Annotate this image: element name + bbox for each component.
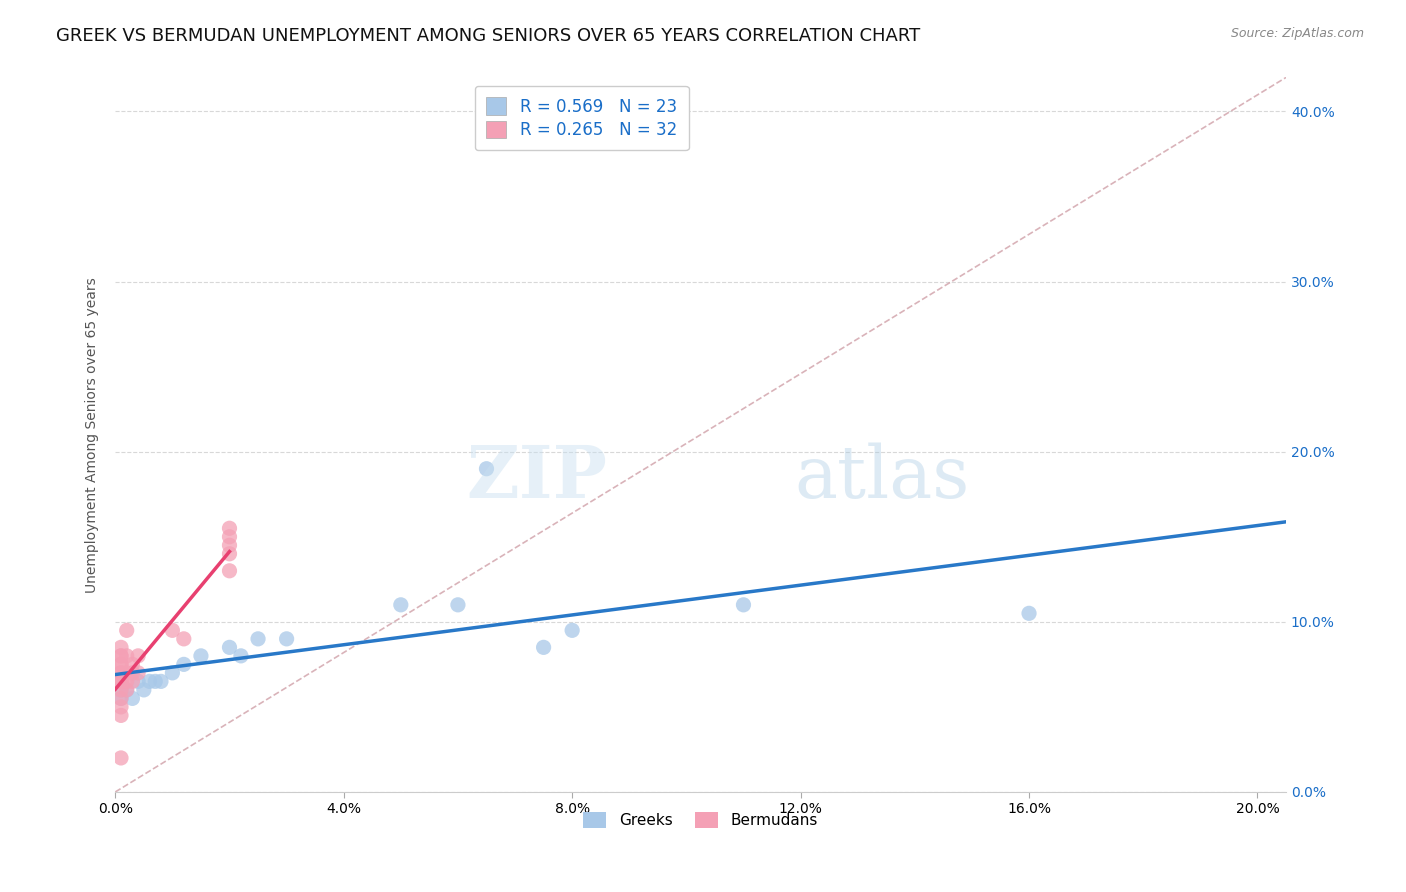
Point bbox=[110, 708, 132, 723]
Point bbox=[1018, 607, 1040, 621]
Point bbox=[110, 674, 132, 689]
Point bbox=[115, 682, 138, 697]
Text: ZIP: ZIP bbox=[467, 442, 607, 513]
Point bbox=[173, 657, 195, 672]
Point bbox=[110, 682, 132, 697]
Point bbox=[121, 674, 143, 689]
Point bbox=[132, 682, 155, 697]
Point bbox=[173, 632, 195, 646]
Point bbox=[127, 665, 149, 680]
Text: atlas: atlas bbox=[794, 442, 970, 513]
Point bbox=[533, 640, 555, 655]
Text: GREEK VS BERMUDAN UNEMPLOYMENT AMONG SENIORS OVER 65 YEARS CORRELATION CHART: GREEK VS BERMUDAN UNEMPLOYMENT AMONG SEN… bbox=[56, 27, 921, 45]
Point bbox=[110, 674, 132, 689]
Point bbox=[218, 521, 240, 535]
Point bbox=[733, 598, 755, 612]
Point bbox=[110, 691, 132, 706]
Point bbox=[110, 657, 132, 672]
Point bbox=[110, 682, 132, 697]
Point bbox=[110, 657, 132, 672]
Point bbox=[110, 674, 132, 689]
Point bbox=[121, 665, 143, 680]
Point bbox=[127, 674, 149, 689]
Legend: Greeks, Bermudans: Greeks, Bermudans bbox=[578, 806, 824, 834]
Point bbox=[110, 640, 132, 655]
Point bbox=[121, 657, 143, 672]
Point bbox=[218, 564, 240, 578]
Point bbox=[190, 648, 212, 663]
Point bbox=[110, 648, 132, 663]
Point bbox=[218, 640, 240, 655]
Point bbox=[115, 665, 138, 680]
Point bbox=[110, 648, 132, 663]
Point bbox=[110, 699, 132, 714]
Point bbox=[115, 674, 138, 689]
Y-axis label: Unemployment Among Seniors over 65 years: Unemployment Among Seniors over 65 years bbox=[86, 277, 100, 592]
Point bbox=[110, 665, 132, 680]
Point bbox=[115, 648, 138, 663]
Point bbox=[162, 624, 184, 638]
Point bbox=[218, 547, 240, 561]
Point bbox=[143, 674, 166, 689]
Point bbox=[162, 665, 184, 680]
Point bbox=[389, 598, 412, 612]
Point bbox=[110, 751, 132, 765]
Point bbox=[447, 598, 470, 612]
Point bbox=[110, 665, 132, 680]
Text: Source: ZipAtlas.com: Source: ZipAtlas.com bbox=[1230, 27, 1364, 40]
Point bbox=[138, 674, 160, 689]
Point bbox=[475, 461, 498, 475]
Point bbox=[218, 538, 240, 552]
Point bbox=[149, 674, 172, 689]
Point bbox=[121, 691, 143, 706]
Point bbox=[115, 624, 138, 638]
Point bbox=[218, 530, 240, 544]
Point bbox=[229, 648, 252, 663]
Point bbox=[115, 682, 138, 697]
Point bbox=[247, 632, 270, 646]
Point bbox=[561, 624, 583, 638]
Point bbox=[110, 691, 132, 706]
Point bbox=[276, 632, 298, 646]
Point bbox=[127, 648, 149, 663]
